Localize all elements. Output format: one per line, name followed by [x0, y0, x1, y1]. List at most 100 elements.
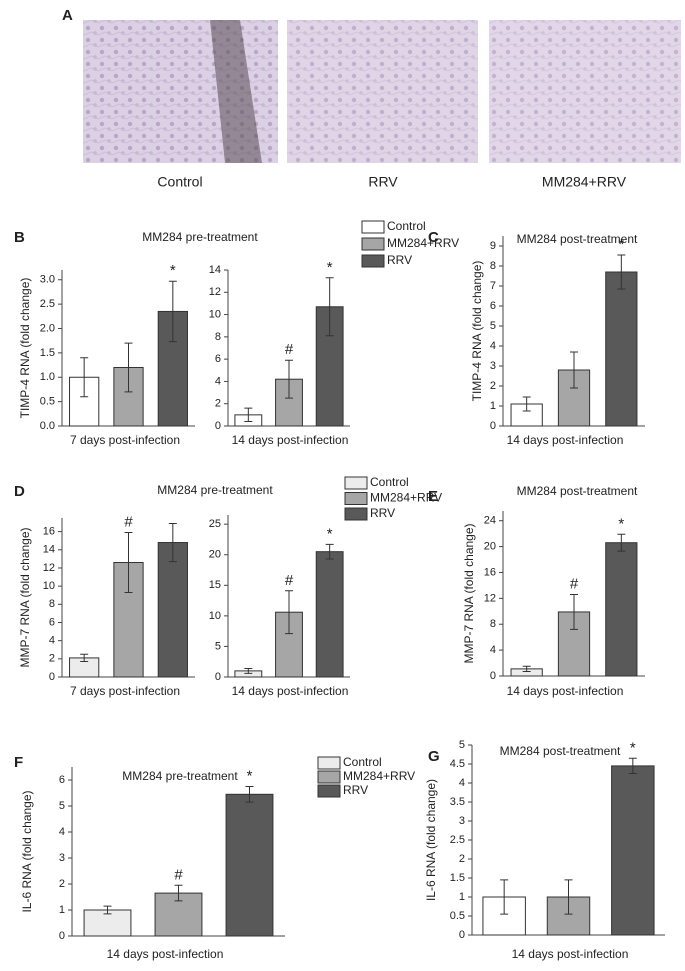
y-tick-label: 24 [484, 515, 496, 527]
legend-swatch [361, 220, 385, 234]
significance-mark: * [170, 262, 176, 279]
panel-label: C [428, 229, 439, 246]
y-tick-label: 0 [459, 929, 465, 941]
micrograph [287, 20, 478, 163]
y-axis-title: TIMP-4 RNA (fold change) [18, 278, 32, 419]
chart-title: MM284 post-treatment [517, 232, 638, 246]
error-bar [103, 905, 112, 915]
y-axis-title: IL-6 RNA (fold change) [424, 779, 438, 901]
x-axis-title: 14 days post-infection [507, 433, 624, 447]
error-bar [522, 665, 531, 672]
legend-label: Control [343, 755, 382, 769]
y-tick-label: 5 [215, 640, 221, 652]
legend-swatch [344, 492, 368, 505]
significance-mark: * [630, 739, 636, 756]
y-tick-label: 2 [215, 398, 221, 410]
y-axis-title: MMP-7 RNA (fold change) [462, 523, 476, 663]
y-tick-label: 2 [490, 380, 496, 392]
legend-swatch [344, 507, 368, 521]
bar [225, 793, 274, 937]
y-tick-label: 3 [59, 852, 65, 864]
y-tick-label: 5 [490, 320, 496, 332]
error-bar [522, 396, 531, 412]
y-tick-label: 4 [490, 340, 496, 352]
error-bar [500, 879, 509, 915]
y-tick-label: 0 [490, 670, 496, 682]
y-tick-label: 0 [215, 420, 221, 432]
significance-mark: # [124, 514, 133, 531]
y-tick-label: 16 [484, 566, 496, 578]
y-tick-label: 5 [59, 800, 65, 812]
y-tick-label: 25 [209, 518, 221, 530]
legend-swatch [317, 770, 341, 784]
error-bar [80, 653, 89, 663]
error-bar [570, 351, 578, 389]
significance-mark: # [174, 866, 183, 883]
significance-mark: * [247, 767, 253, 784]
error-bar [168, 522, 177, 563]
y-tick-label: 8 [490, 260, 496, 272]
chart-title: MM284 pre-treatment [157, 483, 273, 497]
y-tick-label: 10 [209, 308, 221, 320]
significance-mark: * [618, 515, 624, 532]
y-tick-label: 4 [59, 826, 65, 838]
y-tick-label: 1 [59, 904, 65, 916]
x-axis-title: 14 days post-infection [107, 947, 224, 961]
panel-label: E [428, 488, 438, 505]
significance-mark: * [327, 525, 333, 542]
chart-title: MM284 pre-treatment [142, 230, 258, 244]
significance-mark: * [327, 259, 333, 276]
panel-label: A [62, 7, 73, 24]
y-tick-label: 1 [490, 400, 496, 412]
legend-swatch [317, 756, 341, 770]
y-tick-label: 2.5 [450, 834, 465, 846]
y-tick-label: 12 [43, 562, 55, 574]
y-tick-label: 3 [459, 815, 465, 827]
bar [611, 765, 655, 936]
legend-label: MM284+RRV [370, 491, 442, 505]
y-tick-label: 2 [59, 878, 65, 890]
y-tick-label: 1.5 [450, 872, 465, 884]
y-tick-label: 4 [490, 644, 496, 656]
error-bar [325, 543, 334, 560]
image-caption: RRV [368, 174, 398, 190]
significance-mark: # [570, 575, 579, 592]
error-bar [325, 277, 334, 337]
y-tick-label: 20 [209, 549, 221, 561]
image-caption: MM284+RRV [542, 174, 627, 190]
error-bar [245, 786, 254, 803]
y-tick-label: 15 [209, 579, 221, 591]
legend-label: Control [370, 475, 409, 489]
bar [315, 551, 344, 678]
y-tick-label: 4.5 [450, 758, 465, 770]
x-axis-title: 14 days post-infection [232, 433, 349, 447]
y-tick-label: 8 [215, 331, 221, 343]
legend-label: RRV [370, 506, 395, 520]
error-bar [80, 357, 89, 398]
y-tick-label: 6 [490, 300, 496, 312]
y-tick-label: 4 [459, 777, 465, 789]
error-bar [564, 879, 573, 915]
y-tick-label: 8 [49, 598, 55, 610]
y-tick-label: 6 [59, 774, 65, 786]
y-tick-label: 14 [43, 544, 55, 556]
y-tick-label: 0.5 [450, 910, 465, 922]
y-tick-label: 1.5 [40, 347, 55, 359]
panel-label: D [14, 483, 25, 500]
x-axis-title: 14 days post-infection [512, 947, 629, 961]
chart-title: MM284 post-treatment [517, 484, 638, 498]
legend-label: RRV [387, 253, 412, 267]
legend-label: Control [387, 219, 426, 233]
bar [157, 542, 188, 678]
x-axis-title: 14 days post-infection [232, 684, 349, 698]
y-tick-label: 10 [43, 580, 55, 592]
x-axis-title: 7 days post-infection [70, 684, 180, 698]
legend-swatch [344, 476, 368, 490]
y-tick-label: 3.0 [40, 274, 55, 286]
y-tick-label: 12 [209, 286, 221, 298]
error-bar [124, 532, 133, 594]
x-axis-title: 7 days post-infection [70, 433, 180, 447]
y-tick-label: 6 [49, 616, 55, 628]
y-tick-label: 0.5 [40, 396, 55, 408]
x-axis-title: 14 days post-infection [507, 684, 624, 698]
